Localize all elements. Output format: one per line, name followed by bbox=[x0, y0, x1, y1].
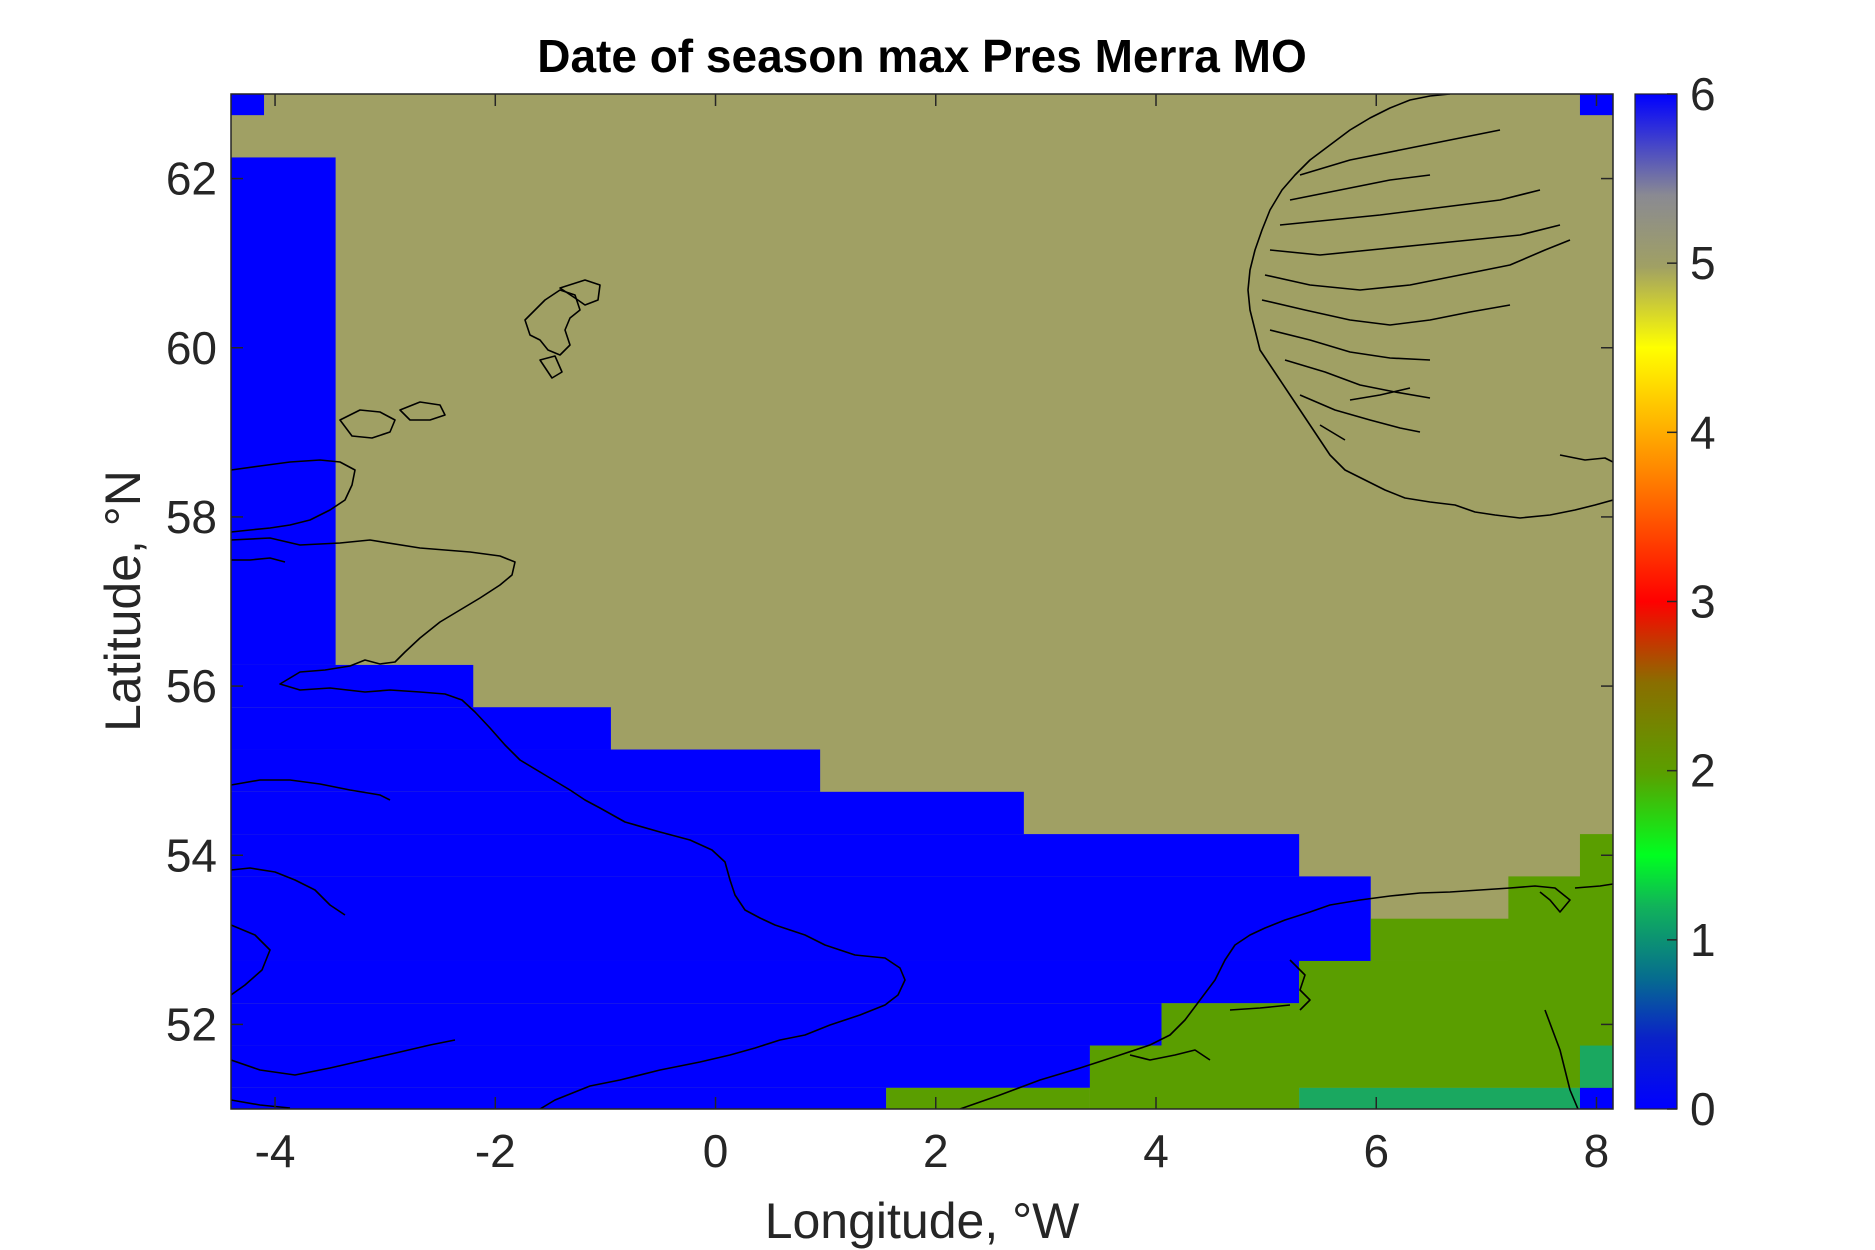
colorbar-tick-label: 1 bbox=[1690, 914, 1716, 966]
value-region-11 bbox=[231, 1045, 1090, 1088]
x-tick-label: 0 bbox=[703, 1125, 729, 1177]
coastline-shetland bbox=[524, 289, 581, 356]
y-tick-label: 56 bbox=[166, 660, 217, 712]
coastline-norway bbox=[1247, 94, 1613, 519]
colorbar-tick-label: 2 bbox=[1690, 745, 1716, 797]
coastline-continent bbox=[959, 885, 1571, 1109]
y-tick-label: 58 bbox=[166, 491, 217, 543]
colorbar-tick-label: 5 bbox=[1690, 237, 1716, 289]
x-axis-ticks: -4 -2 0 2 4 6 8 bbox=[255, 94, 1610, 1177]
y-tick-label: 54 bbox=[166, 829, 217, 881]
value-region-6 bbox=[231, 791, 1024, 835]
x-tick-label: -4 bbox=[255, 1125, 296, 1177]
value-region-5 bbox=[231, 749, 821, 792]
x-tick-label: 4 bbox=[1143, 1125, 1169, 1177]
value-region-15 bbox=[1370, 918, 1613, 961]
colorbar-tick-label: 4 bbox=[1690, 406, 1716, 458]
value-region-3 bbox=[231, 664, 474, 708]
y-axis-label: Latitude, °N bbox=[95, 470, 151, 732]
value-regions bbox=[231, 94, 1613, 1109]
coastline-scotland-north bbox=[231, 459, 356, 533]
value-region-9 bbox=[231, 960, 1300, 1004]
value-region-4 bbox=[231, 707, 611, 750]
colorbar-tick-label: 3 bbox=[1690, 576, 1716, 628]
value-region-0 bbox=[231, 94, 265, 116]
x-tick-label: 6 bbox=[1363, 1125, 1389, 1177]
value-region-10 bbox=[231, 1003, 1162, 1046]
value-region-18 bbox=[1089, 1045, 1300, 1109]
x-axis-label: Longitude, °W bbox=[765, 1193, 1080, 1249]
chart-title: Date of season max Pres Merra MO bbox=[537, 30, 1307, 82]
value-region-8 bbox=[231, 876, 1371, 961]
coastline bbox=[231, 94, 1613, 1109]
y-tick-label: 52 bbox=[166, 998, 217, 1050]
x-tick-label: 8 bbox=[1584, 1125, 1610, 1177]
y-tick-label: 62 bbox=[166, 153, 217, 205]
colorbar-tick-label: 0 bbox=[1690, 1083, 1716, 1135]
y-axis-ticks: 52 54 56 58 60 62 bbox=[166, 153, 1613, 1050]
x-tick-label: 2 bbox=[923, 1125, 949, 1177]
value-region-7 bbox=[231, 834, 1300, 877]
coastline-orkney bbox=[339, 409, 396, 439]
plot-frame bbox=[230, 93, 1614, 1110]
value-region-20 bbox=[1299, 1087, 1580, 1109]
colorbar-tick-label: 6 bbox=[1690, 68, 1716, 120]
colorbar-ticks: 0 1 2 3 4 5 6 bbox=[1667, 68, 1716, 1135]
y-tick-label: 60 bbox=[166, 322, 217, 374]
x-tick-label: -2 bbox=[475, 1125, 516, 1177]
value-region-2 bbox=[231, 157, 336, 665]
colorbar: 0 1 2 3 4 5 6 bbox=[1634, 68, 1716, 1135]
map-plot-area bbox=[231, 94, 1613, 1109]
value-region-21 bbox=[1579, 1045, 1613, 1088]
coastline-britain-east bbox=[231, 537, 906, 1109]
